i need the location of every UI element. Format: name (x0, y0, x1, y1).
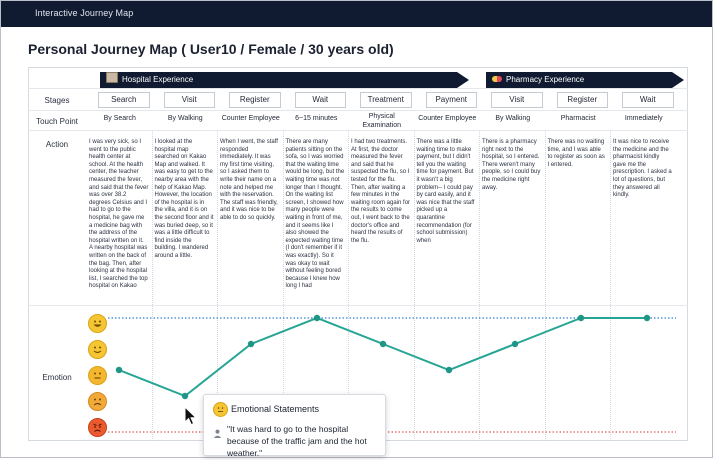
touch-point: By Walking (167, 115, 203, 122)
row-label-touch-point: Touch Point (36, 117, 78, 126)
action-text: There was no waiting time, and I was abl… (547, 139, 605, 168)
emotion-point[interactable] (511, 340, 519, 348)
neutral-face-icon (88, 366, 107, 385)
divider (28, 130, 688, 131)
touch-point: Immediately (624, 115, 663, 122)
column-divider (217, 130, 218, 441)
emotion-point[interactable] (379, 340, 387, 348)
column-divider (414, 130, 415, 441)
emotional-statement-tooltip: Emotional Statements "It was hard to go … (203, 394, 386, 458)
action-text: There are many patients sitting on the s… (285, 139, 345, 290)
touch-point: By Search (103, 115, 136, 122)
title-bar: Interactive Journey Map (1, 1, 712, 27)
column-divider (610, 130, 611, 441)
page-title: Personal Journey Map ( User10 / Female /… (28, 41, 394, 57)
action-text: There is a pharmacy right next to the ho… (482, 139, 541, 191)
touch-point: Counter Employee (221, 115, 280, 122)
emotion-point[interactable] (313, 314, 321, 322)
stage-8[interactable]: Register (556, 92, 608, 108)
phase-banner-hospital[interactable]: Hospital Experience (100, 72, 457, 88)
phase-label: Pharmacy Experience (506, 75, 585, 84)
arrow-head (457, 72, 469, 88)
stage-1[interactable]: Search (98, 92, 150, 108)
action-text: It was nice to receive the medicine and … (613, 139, 672, 199)
divider (28, 110, 688, 111)
sad-face-icon (88, 392, 107, 411)
phase-label: Hospital Experience (122, 75, 194, 84)
row-label-action: Action (45, 140, 69, 149)
arrow-head (672, 72, 684, 88)
touch-point: By Walking (495, 115, 531, 122)
stage-4[interactable]: Wait (294, 92, 346, 108)
tooltip-title: Emotional Statements (231, 404, 320, 414)
pill-icon (492, 76, 502, 82)
phase-banner-pharmacy[interactable]: Pharmacy Experience (486, 72, 672, 88)
emotion-point[interactable] (577, 314, 585, 322)
stage-7[interactable]: Visit (491, 92, 543, 108)
divider (28, 88, 688, 89)
stage-2[interactable]: Visit (163, 92, 215, 108)
emotion-point[interactable] (445, 366, 453, 374)
happy-face-icon (88, 340, 107, 359)
emotion-point[interactable] (643, 314, 651, 322)
stage-5[interactable]: Treatment (360, 92, 412, 108)
column-divider (283, 130, 284, 441)
column-divider (348, 130, 349, 441)
hospital-icon (106, 72, 118, 83)
emotion-point[interactable] (181, 392, 189, 400)
emotion-point[interactable] (115, 366, 123, 374)
angry-face-icon (88, 418, 107, 437)
window-title: Interactive Journey Map (35, 8, 134, 18)
mouse-pointer-icon (184, 406, 198, 426)
action-text: I had two treatments. At first, the doct… (351, 139, 411, 244)
column-divider (479, 130, 480, 441)
row-label-emotion: Emotion (42, 373, 72, 382)
user-icon (213, 425, 222, 443)
emotion-line (118, 316, 647, 398)
touch-point: Pharmacist (560, 115, 596, 122)
emotion-point[interactable] (247, 340, 255, 348)
tooltip-statement: "It was hard to go to the hospital becau… (227, 424, 367, 458)
touch-point: 6~15 minutes (295, 115, 338, 122)
stage-3[interactable]: Register (229, 92, 281, 108)
action-text: I was very sick, so I went to the public… (89, 139, 149, 290)
stage-6[interactable]: Payment (425, 92, 477, 108)
column-divider (545, 130, 546, 441)
very-happy-face-icon (88, 314, 107, 333)
action-text: When I went, the staff responded immedia… (220, 139, 278, 221)
touch-point: Counter Employee (418, 115, 477, 122)
neutral-face-icon (213, 402, 228, 417)
action-text: There was a little waiting time to make … (416, 139, 475, 244)
row-label-stages: Stages (44, 96, 70, 105)
touch-point: Physical Examination (362, 113, 402, 129)
action-text: I looked at the hospital map searched on… (154, 139, 214, 259)
divider (28, 305, 688, 306)
stage-9[interactable]: Wait (622, 92, 674, 108)
journey-board (28, 67, 688, 441)
column-divider (152, 130, 153, 441)
